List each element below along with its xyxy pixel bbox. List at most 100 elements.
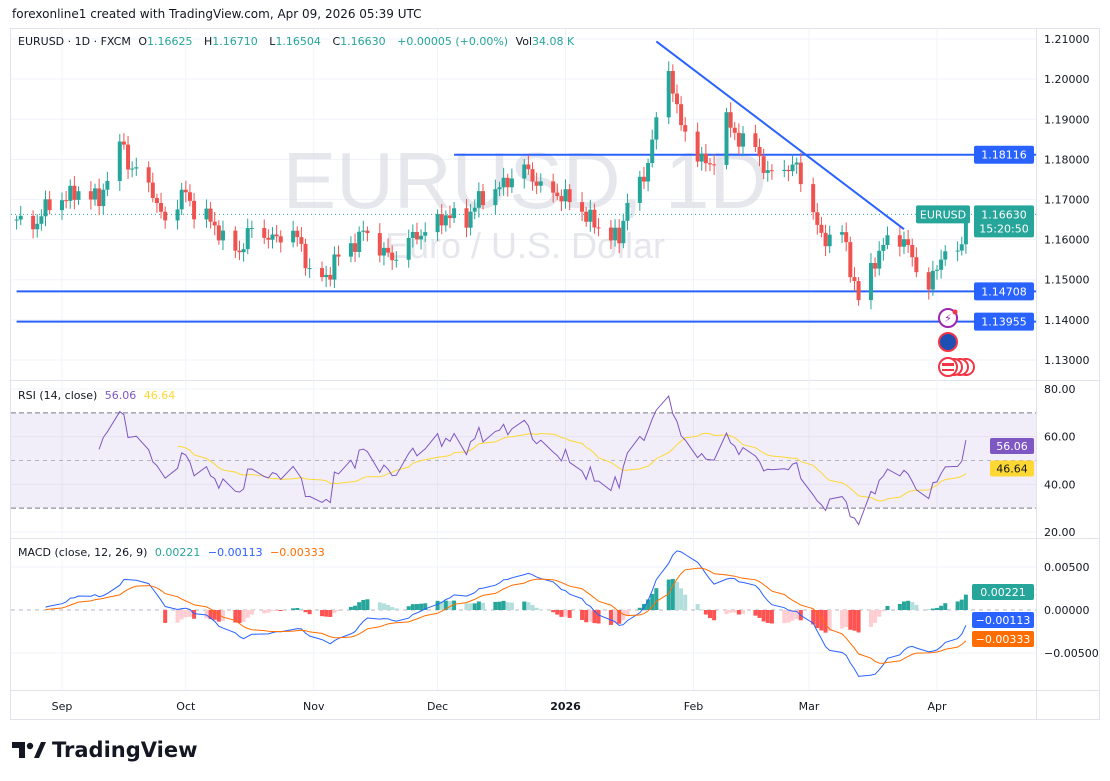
macd-histogram-bar xyxy=(868,610,873,627)
candle-body xyxy=(212,221,217,226)
macd-histogram-bar xyxy=(435,600,440,610)
macd-histogram-bar xyxy=(551,610,556,613)
macd-histogram-bar xyxy=(877,610,882,617)
candle-body xyxy=(126,144,131,170)
candle-body xyxy=(588,209,593,222)
tradingview-logo[interactable]: TradingView xyxy=(12,738,197,762)
candle-body xyxy=(637,176,642,203)
rsi-title[interactable]: RSI (14, close) xyxy=(18,389,98,402)
price-tick-label: 1.15000 xyxy=(1044,274,1090,287)
macd-histogram-bar xyxy=(943,603,948,610)
macd-signal-line xyxy=(45,567,967,664)
macd-histogram-bar xyxy=(480,602,485,610)
candle-body xyxy=(220,230,225,241)
macd-histogram-bar xyxy=(348,606,353,610)
close-value: 1.16630 xyxy=(340,35,386,48)
candle-body xyxy=(901,239,906,247)
notification-dot-icon xyxy=(952,309,958,315)
candle-body xyxy=(712,164,717,166)
macd-histogram-bar xyxy=(959,599,964,610)
candle-body xyxy=(914,257,919,273)
candle-body xyxy=(307,268,312,270)
macd-histogram-bar xyxy=(823,610,828,633)
macd-histogram-bar xyxy=(183,610,188,618)
candle-body xyxy=(245,228,250,250)
macd-title[interactable]: MACD (close, 12, 26, 9) xyxy=(18,546,148,559)
candle-body xyxy=(551,181,556,193)
candle-body xyxy=(18,215,23,220)
candle-body xyxy=(897,235,902,247)
candle-body xyxy=(794,162,799,165)
rsi-pane xyxy=(11,395,1036,526)
candle-body xyxy=(930,270,935,290)
macd-histogram-bar xyxy=(381,603,386,610)
macd-histogram-bar xyxy=(563,610,568,617)
open-value: 1.16625 xyxy=(147,35,193,48)
candle-body xyxy=(423,232,428,236)
macd-histogram-bar xyxy=(596,610,601,624)
price-level-label: 1.18116 xyxy=(981,149,1027,162)
macd-histogram-bar xyxy=(555,610,560,615)
candle-body xyxy=(666,71,671,118)
macd-histogram-bar xyxy=(728,610,733,613)
macd-histogram-bar xyxy=(769,610,774,624)
macd-histogram-bar xyxy=(307,610,312,615)
candle-body xyxy=(703,153,708,164)
eu-flag-icon[interactable] xyxy=(938,332,958,352)
candle-body xyxy=(150,182,155,198)
candle-body xyxy=(39,216,44,224)
candle-body xyxy=(278,236,283,243)
candle-body xyxy=(790,164,795,172)
rsi-ma-label: 46.64 xyxy=(996,463,1028,476)
candle-body xyxy=(617,227,622,244)
candle-body xyxy=(699,153,704,162)
candle-body xyxy=(538,181,543,186)
candle-body xyxy=(885,235,890,245)
us-flag-icon[interactable] xyxy=(938,357,958,377)
candle-body xyxy=(786,169,791,172)
macd-line xyxy=(45,550,967,677)
rsi-ma-tag xyxy=(990,460,1034,477)
candle-body xyxy=(522,164,527,179)
candle-body xyxy=(365,230,370,234)
macd-histogram-bar xyxy=(179,610,184,620)
macd-histogram-bar xyxy=(885,605,890,610)
candle-body xyxy=(381,247,386,256)
time-tick-label: Sep xyxy=(52,700,73,713)
macd-histogram-bar xyxy=(695,604,700,610)
high-value: 1.16710 xyxy=(212,35,258,48)
price-level-label: 1.14708 xyxy=(981,285,1027,298)
candle-body xyxy=(249,228,254,230)
time-tick-label: Oct xyxy=(176,700,196,713)
macd-histogram-bar xyxy=(538,609,543,611)
candle-body xyxy=(447,215,452,219)
candle-body xyxy=(741,133,746,147)
macd-histogram-bar xyxy=(819,610,824,631)
candle-body xyxy=(14,219,19,221)
time-tick-label: Apr xyxy=(927,700,947,713)
candle-body xyxy=(509,178,514,188)
symbol-label[interactable]: EURUSD · 1D · FXCM xyxy=(18,35,131,48)
chart-frame xyxy=(10,28,1100,720)
macd-histogram-bar xyxy=(811,610,816,625)
macd-histogram-bar xyxy=(212,610,217,620)
macd-histogram-bar xyxy=(365,599,370,610)
tradingview-logo-icon xyxy=(12,742,46,758)
lightning-event-icon[interactable] xyxy=(938,308,958,328)
candle-body xyxy=(873,263,878,269)
macd-histogram-bar xyxy=(493,601,498,610)
candle-body xyxy=(291,230,296,243)
macd-hist-tag xyxy=(972,584,1034,600)
macd-histogram-bar xyxy=(584,610,589,623)
macd-histogram-bar xyxy=(840,610,845,629)
macd-histogram-bar xyxy=(906,600,911,610)
macd-histogram-bar xyxy=(266,610,271,613)
macd-histogram-bar xyxy=(939,605,944,610)
macd-histogram-bar xyxy=(464,603,469,610)
candle-body xyxy=(782,169,787,172)
macd-histogram-bar xyxy=(955,601,960,610)
candle-body xyxy=(939,259,944,270)
candle-body xyxy=(840,232,845,235)
candle-body xyxy=(480,191,485,206)
